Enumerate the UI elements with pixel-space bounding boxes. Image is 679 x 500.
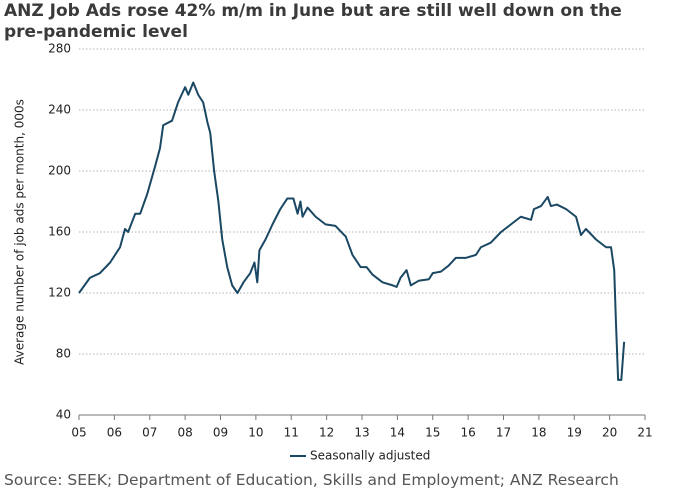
x-tick-label: 17 [496,426,511,440]
y-tick-label: 120 [48,286,71,300]
legend-label: Seasonally adjusted [310,449,430,463]
x-tick-label: 08 [177,426,192,440]
x-tick-label: 09 [213,426,228,440]
x-tick-label: 13 [354,426,369,440]
x-tick-label: 20 [602,426,617,440]
x-tick-label: 21 [637,426,652,440]
x-tick-label: 06 [107,426,122,440]
data-line [78,81,626,381]
chart-title-line-1: ANZ Job Ads rose 42% m/m in June but are… [4,1,622,21]
x-tick-label: 14 [390,426,405,440]
y-tick-label: 200 [48,164,71,178]
x-tick-label: 16 [460,426,475,440]
chart-title-line-2: pre-pandemic level [4,22,188,42]
x-tick-label: 19 [567,426,582,440]
x-tick-label: 11 [284,426,299,440]
source-note: Source: SEEK; Department of Education, S… [4,471,619,489]
y-tick-label: 280 [48,42,71,56]
x-tick-label: 12 [319,426,334,440]
y-tick-label: 40 [56,408,71,422]
y-tick-label: 80 [56,347,71,361]
y-tick-label: 240 [48,103,71,117]
y-tick-label: 160 [48,225,71,239]
x-tick-label: 18 [531,426,546,440]
x-tick-label: 15 [425,426,440,440]
x-tick-label: 10 [248,426,263,440]
x-tick-label: 05 [71,426,86,440]
y-axis-label: Average number of job ads per month, 000… [13,99,27,365]
x-tick-label: 07 [142,426,157,440]
